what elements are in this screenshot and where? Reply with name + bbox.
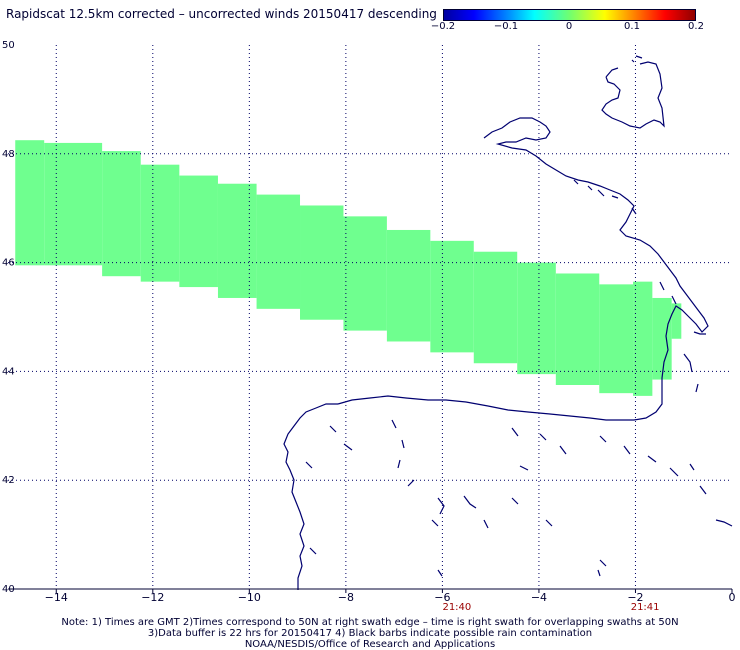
y-tick-label: 50	[2, 40, 15, 51]
y-tick-label: 40	[2, 584, 15, 595]
coastline-segment	[437, 519, 489, 577]
colorbar-gradient	[444, 10, 695, 20]
x-tick-label: −4	[531, 591, 547, 604]
swath-cell	[386, 229, 431, 342]
swath-cell	[599, 284, 634, 394]
swath-cell	[652, 297, 672, 380]
colorbar-tick: −0.1	[493, 21, 519, 32]
colorbar	[443, 9, 696, 21]
colorbar-tick: 0	[565, 21, 573, 32]
swath-cell	[15, 140, 45, 266]
coastline-segment	[309, 547, 317, 555]
swath-cell	[140, 164, 180, 282]
coastline-segment	[511, 427, 567, 455]
x-tick-label: −14	[45, 591, 68, 604]
coastline-segment	[669, 463, 707, 495]
footnote-line: 3)Data buffer is 22 hrs for 20150417 4) …	[147, 628, 593, 639]
footnote-line: NOAA/NESDIS/Office of Research and Appli…	[244, 639, 496, 650]
time-label: 21:41	[631, 602, 660, 613]
y-tick-label: 42	[2, 475, 15, 486]
colorbar-tick: −0.2	[430, 21, 456, 32]
coastline-segment	[597, 559, 607, 577]
swath-cell	[102, 151, 141, 277]
coastline-segment	[391, 419, 415, 487]
grid-layer	[8, 45, 732, 589]
coastline-segment	[337, 117, 709, 421]
y-tick-label: 48	[2, 149, 15, 160]
y-tick-label: 44	[2, 366, 15, 377]
swath-layer	[15, 140, 682, 396]
x-tick-label: −8	[338, 591, 354, 604]
x-tick-label: −12	[141, 591, 164, 604]
x-tick-label: −10	[238, 591, 261, 604]
swath-cell	[633, 281, 653, 396]
swath-cell	[555, 273, 600, 385]
footnotes: Note: 1) Times are GMT 2)Times correspon…	[0, 617, 740, 650]
coastline-segment	[511, 465, 553, 527]
coastline-segment	[715, 519, 733, 527]
x-tick-label: −6	[434, 591, 450, 604]
axes-layer: −14 −12 −10 −8 −6 −4 −2 0 40 42 44 46 48 50 21:40 21:41	[2, 40, 736, 613]
colorbar-tick: 0.1	[624, 21, 640, 32]
time-label: 21:40	[442, 602, 471, 613]
coastline-segment	[305, 425, 353, 469]
coastline-segment	[659, 281, 677, 305]
swath-cell	[256, 194, 301, 309]
swath-cell	[517, 262, 556, 375]
coastline-segment	[693, 331, 706, 335]
swath-cell	[430, 240, 474, 353]
coastline-segment	[283, 403, 338, 590]
swath-cell	[44, 142, 103, 266]
coastline-segment	[599, 435, 657, 463]
coastline-segment	[431, 495, 477, 527]
coastline	[283, 55, 733, 590]
y-tick-label: 46	[2, 258, 15, 269]
coastline-segment	[597, 189, 637, 215]
coastline-segment	[683, 353, 699, 393]
swath-cell	[473, 251, 518, 364]
swath-cell	[671, 303, 682, 339]
coastline-segment	[601, 61, 665, 129]
swath-cell	[217, 183, 257, 298]
colorbar-tick: 0.2	[688, 21, 704, 32]
chart-title: Rapidscat 12.5km corrected – uncorrected…	[6, 7, 437, 21]
swath-cell	[343, 216, 387, 331]
footnote-line: Note: 1) Times are GMT 2)Times correspon…	[61, 617, 679, 628]
coastline-segment	[573, 179, 593, 191]
swath-cell	[179, 175, 218, 288]
x-tick-label: 0	[729, 591, 736, 604]
x-tick-label: −2	[627, 591, 643, 604]
coastline-segment	[631, 55, 643, 63]
